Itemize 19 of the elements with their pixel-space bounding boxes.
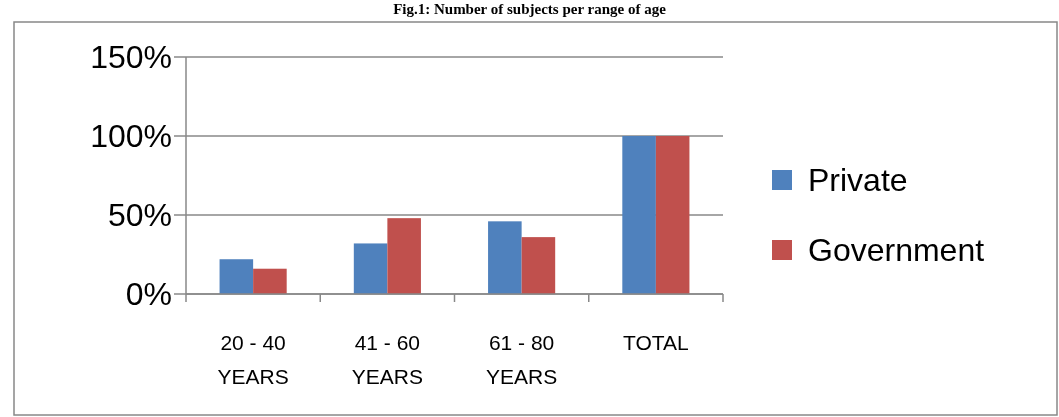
legend-label: Private (808, 162, 908, 198)
y-tick-label: 0% (125, 276, 172, 312)
bar (488, 221, 522, 294)
x-tick-label: TOTAL (623, 331, 689, 354)
bar (219, 259, 254, 294)
x-tick-label: 41 - 60 YEARS (351, 331, 423, 388)
bar (253, 268, 287, 294)
bar (655, 136, 690, 294)
y-tick-label: 100% (90, 118, 172, 154)
bar (387, 218, 421, 294)
bar (622, 136, 656, 294)
x-tick-label: 20 - 40 YEARS (217, 331, 289, 388)
chart-title: Fig.1: Number of subjects per range of age (393, 1, 667, 17)
bar (521, 237, 556, 294)
legend-label: Government (808, 232, 985, 268)
x-tick-label: 61 - 80 YEARS (486, 331, 558, 388)
y-tick-label: 150% (90, 39, 172, 75)
y-tick-label: 50% (107, 197, 172, 233)
bar (353, 243, 388, 294)
